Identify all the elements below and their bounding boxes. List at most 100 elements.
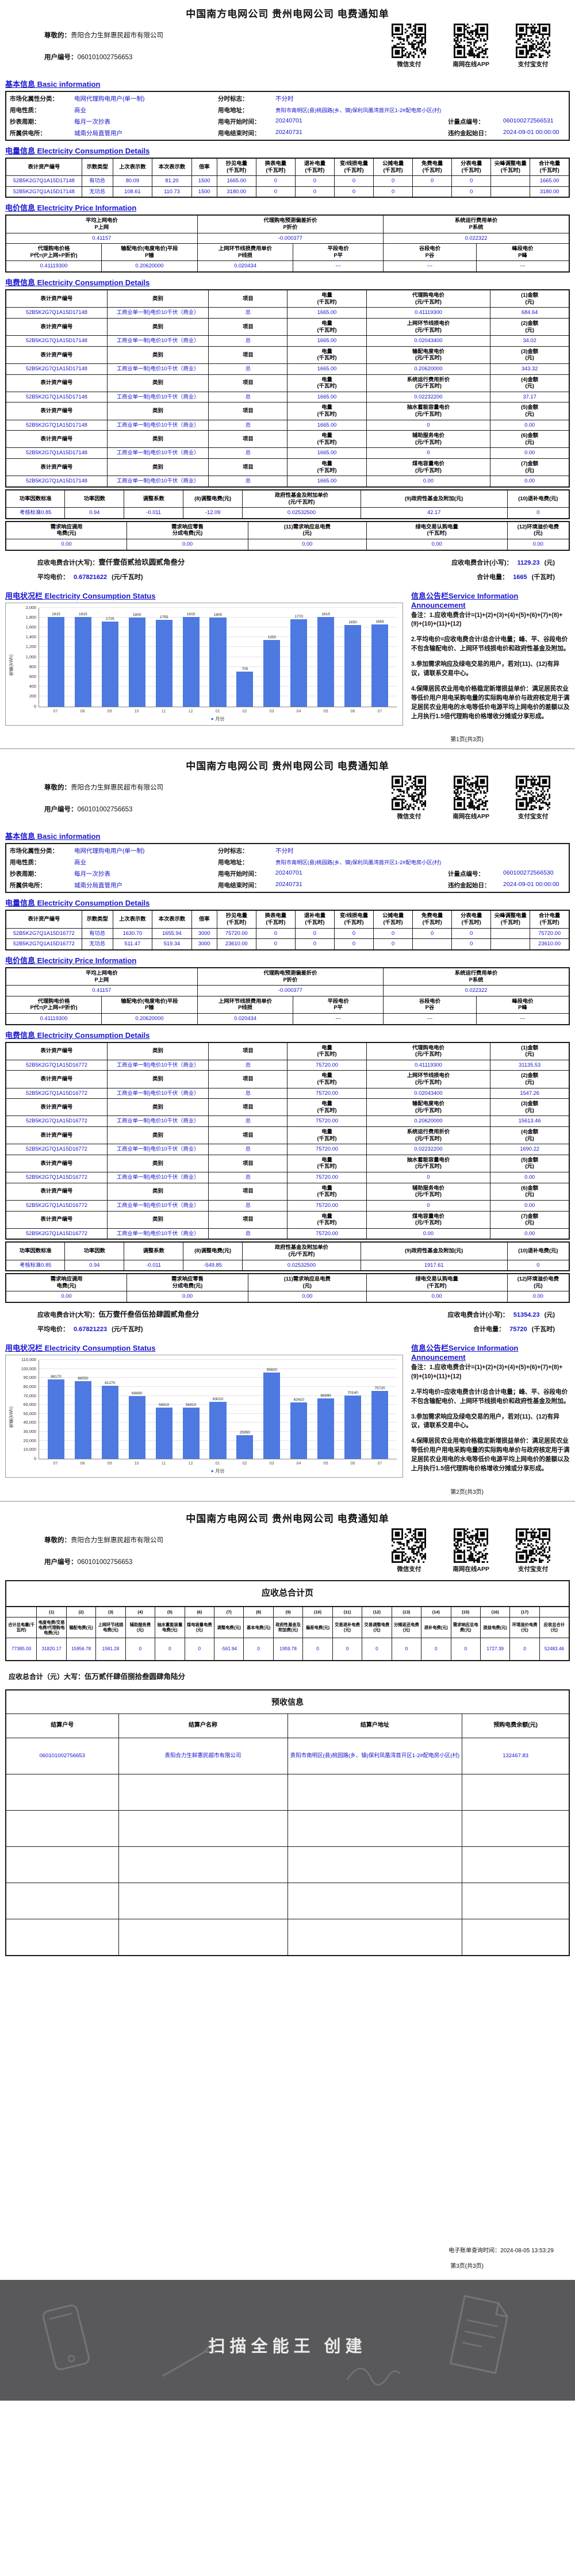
bar-group: 75720 — [366, 1386, 393, 1459]
bar-value-label: 1350 — [267, 635, 277, 639]
table-value-cell: 80.09 — [112, 175, 153, 187]
table-header-cell: 免费电量 (千瓦时) — [412, 158, 453, 177]
table-header-cell: (9) — [273, 1606, 304, 1617]
table-header-cell: 表计资产编号 — [5, 1126, 108, 1145]
chart-box: 电量(kWh) 0 200 400 600 800 1,000 1,200 1,400 1,600… — [5, 602, 403, 726]
bar — [128, 617, 145, 707]
table-header-cell: 电量 (千瓦时) — [287, 1182, 367, 1201]
table-header-cell: 表计资产编号 — [5, 430, 108, 448]
x-tick-label: 08 — [80, 1460, 85, 1466]
table-value-cell: 0.00 — [490, 1199, 570, 1212]
qr-3: 支付宝支付 — [516, 776, 550, 821]
bar — [317, 616, 335, 707]
bar-value-label: 69690 — [132, 1392, 143, 1396]
plot: 1815 1815 1725 1800 1755 1815 1800 705 1350 1770 1… — [39, 607, 397, 707]
bar-value-label: 25950 — [239, 1431, 251, 1435]
table-value-cell: 工商业单一制)电价10千伏（商业） — [106, 1059, 209, 1071]
table-header-cell: 电量 (千瓦时) — [287, 1098, 367, 1117]
user-no-label: 用户编号： — [44, 54, 78, 61]
table-header-cell: (6) — [184, 1606, 215, 1617]
table-header-cell: (2) — [66, 1606, 97, 1617]
x-tick-label: 07 — [377, 1460, 382, 1466]
qr-label: 南网在线APP — [453, 813, 489, 821]
table-value-cell: 1665.00 — [287, 419, 367, 431]
table-header-cell: 合计电量 (千瓦时) — [530, 158, 570, 177]
bar-value-label: 70140 — [347, 1391, 358, 1395]
table-header-cell: 政府性基金及附加费(元) — [273, 1616, 304, 1639]
table-header-cell: (12)环境溢价电费 (元) — [507, 1273, 570, 1292]
field-label: 用电开始时间： — [218, 118, 260, 125]
grand-total-label: 应收总合计（元）大写： — [9, 1673, 85, 1681]
table-row — [5, 1918, 570, 1956]
prepaid-info-table: 预收信息 结算户号 结算户名称 结算户地址 预购电费余额(元) 0601010027566… — [5, 1689, 570, 1956]
table-value-cell: 0.00 — [366, 476, 491, 488]
table-value-cell — [490, 186, 531, 198]
qr-code-icon — [454, 1528, 489, 1563]
table-header-cell: 电量 (千瓦时) — [287, 1126, 367, 1145]
y-axis: 0 10,000 20,000 30,000 40,000 50,000 60,000 70,… — [14, 1357, 39, 1461]
table-value-cell: 0 — [155, 1638, 185, 1661]
greeting-label: 尊敬的： — [44, 1536, 71, 1544]
table-header-cell: 表计资产编号 — [5, 1098, 108, 1117]
table-value-cell: 0 — [373, 938, 413, 950]
table-value-cell — [5, 1918, 119, 1956]
table-row: (1) (2) (3) (4) (5) (6) (7) (8) (9) (10) (11) (12)(… — [5, 1606, 570, 1617]
qr-3: 支付宝支付 — [516, 1528, 550, 1573]
table-header-cell: 电量 (千瓦时) — [287, 374, 367, 392]
chart-box: 电量(kWh) 0 10,000 20,000 30,000 40,000 50,000 60… — [5, 1355, 403, 1478]
table-value-cell: 108.61 — [112, 186, 153, 198]
table-value-cell: 75720.00 — [287, 1172, 367, 1183]
table-value-cell: 0 — [509, 1638, 540, 1661]
table-value-cell: 0 — [243, 1638, 274, 1661]
qr-label: 支付宝支付 — [518, 1565, 549, 1573]
table-value-cell: 0.00 — [126, 1291, 248, 1303]
field-label: 计量点编号： — [448, 118, 484, 125]
table-header-cell: (1)金额 (元) — [490, 1042, 570, 1060]
user-no-label: 用户编号： — [44, 806, 78, 814]
table-header-cell: 表计资产编号 — [5, 1210, 108, 1229]
table-value-cell: 0.00 — [366, 538, 508, 551]
table-header-cell: 倍率 — [191, 158, 217, 177]
y-tick-label: 0 — [33, 1456, 36, 1461]
page-title: 中国南方电网公司 贵州电网公司 电费通知单 — [186, 761, 389, 772]
basic-info-table: 市场化属性分类： 电网代理购电用户(单一制) 分时标志： 不分时 用电性质： 商业 用电地址… — [5, 91, 570, 141]
gridline — [39, 1386, 397, 1387]
y-tick-label: 400 — [29, 684, 36, 689]
avg-price-value: 0.67821622 — [74, 573, 108, 581]
table-header-cell: 表计资产编号 — [5, 910, 82, 929]
plot-wrap: 1815 1815 1725 1800 1755 1815 1800 705 1350 1770 1… — [39, 607, 397, 723]
y-tick-label: 2,000 — [25, 604, 36, 610]
gridline — [39, 1368, 397, 1369]
table-value-cell — [490, 175, 531, 187]
gridline — [39, 616, 397, 618]
qr-1: 微信支付 — [392, 776, 427, 821]
table-header-cell: 代理购电价格 P代=(P上网+P折价) — [5, 995, 102, 1014]
table-header-cell: (13) — [391, 1606, 422, 1617]
bar-value-label: 95820 — [266, 1368, 277, 1372]
table-value-cell: 0 — [412, 927, 453, 940]
total-words: 应收电费合计(大写)：壹仟壹佰贰拾玖圆贰角叁分 — [37, 556, 185, 567]
qr-2: 南网在线APP — [453, 24, 489, 68]
table-value-cell: 52B5K2G7Q1A15D17148 — [5, 335, 108, 347]
gridline — [39, 607, 397, 608]
bar-group: 1755 — [151, 615, 178, 707]
page-title: 中国南方电网公司 贵州电网公司 电费通知单 — [186, 9, 389, 20]
page-number: 第1页(共3页) — [450, 737, 484, 743]
customer-block: 尊敬的：贵阳合力生鲜惠民超市有限公司 用户编号：060101002756653 — [5, 773, 163, 826]
bar-value-label: 66990 — [320, 1394, 331, 1398]
table-header-cell: 上次表示数 — [112, 910, 153, 929]
table-row: 表计资产编号 类别 项目 电量 (千瓦时) 代理购电电价 (元/千瓦时) (1)金额 (元) — [5, 289, 570, 308]
table-header-cell: 电量 (千瓦时) — [287, 1070, 367, 1088]
table-header-cell: 输配电度电价 (元/千瓦时) — [366, 346, 491, 364]
table-header-cell — [5, 1606, 37, 1617]
table-value-cell: 0.00 — [5, 538, 128, 551]
bar — [344, 624, 362, 707]
table-header-cell: (16) — [480, 1606, 511, 1617]
table-value-cell: 0.20620000 — [101, 1013, 198, 1025]
table-value-cell: 684.64 — [490, 307, 570, 319]
field-label: 违约金起始日： — [448, 882, 490, 890]
table-value-cell: 0 — [451, 186, 492, 198]
total-words-value: 壹仟壹佰贰拾玖圆贰角叁分 — [98, 558, 185, 566]
table-value-cell: 1630.70 — [112, 927, 153, 940]
qr-code-icon — [516, 776, 550, 811]
